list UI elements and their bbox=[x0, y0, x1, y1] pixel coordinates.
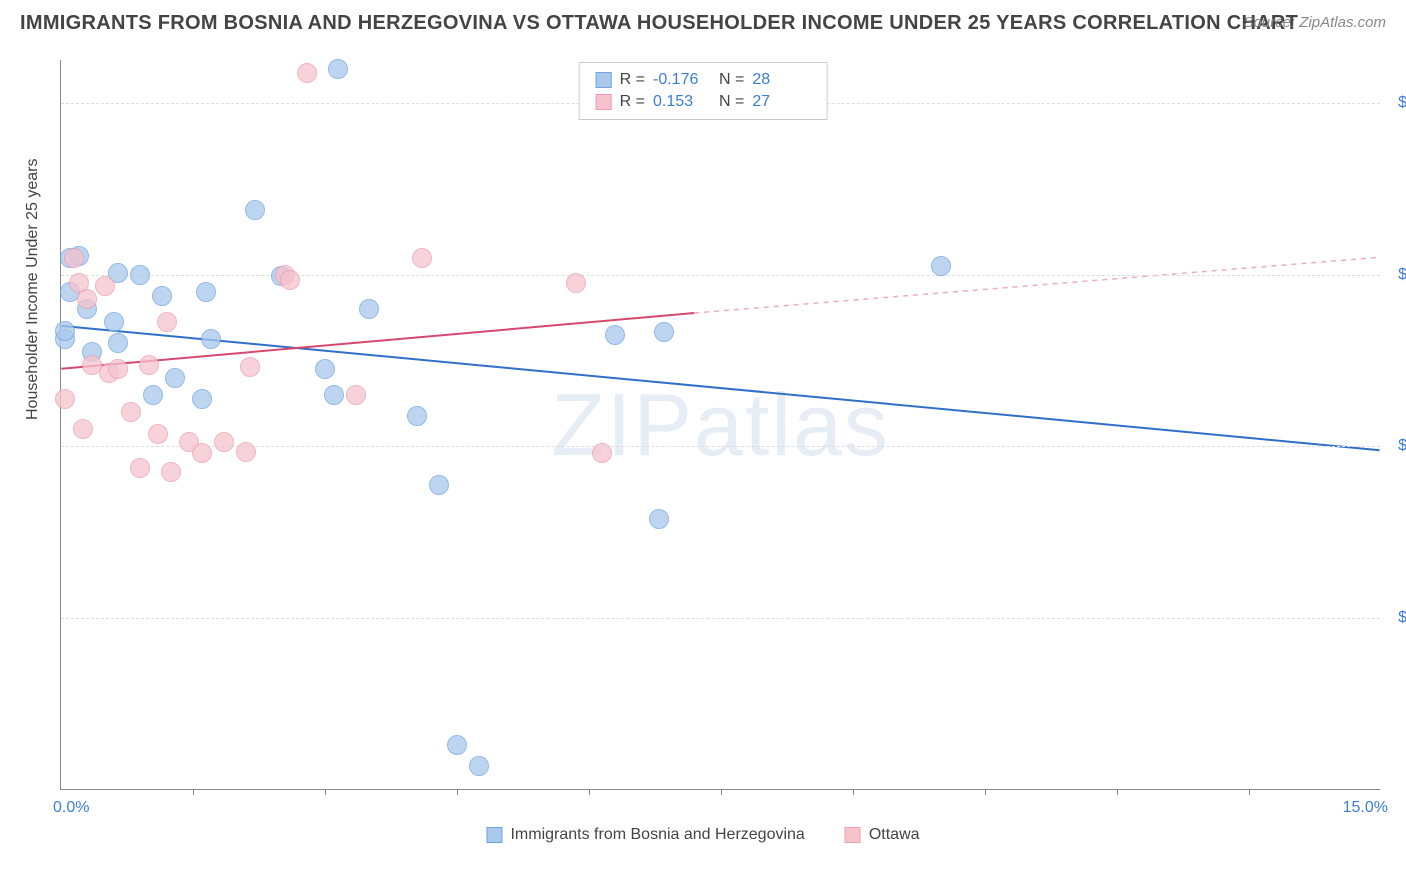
scatter-point bbox=[201, 329, 221, 349]
scatter-point bbox=[280, 270, 300, 290]
scatter-point bbox=[359, 299, 379, 319]
scatter-point bbox=[77, 289, 97, 309]
legend-label: Ottawa bbox=[869, 826, 920, 844]
scatter-point bbox=[55, 389, 75, 409]
r-label: R = bbox=[620, 69, 645, 91]
x-tick bbox=[1249, 789, 1250, 795]
scatter-point bbox=[297, 63, 317, 83]
y-tick-label: $20,000 bbox=[1386, 609, 1406, 627]
legend-swatch bbox=[845, 827, 861, 843]
n-value: 28 bbox=[752, 69, 810, 91]
scatter-point bbox=[654, 322, 674, 342]
scatter-point bbox=[55, 321, 75, 341]
n-value: 27 bbox=[752, 91, 810, 113]
legend-item: Immigrants from Bosnia and Herzegovina bbox=[486, 826, 804, 844]
scatter-point bbox=[192, 389, 212, 409]
legend-item: Ottawa bbox=[845, 826, 920, 844]
stats-legend-box: R = -0.176 N = 28 R = 0.153 N = 27 bbox=[579, 62, 828, 120]
scatter-point bbox=[236, 442, 256, 462]
n-label: N = bbox=[719, 69, 744, 91]
x-tick bbox=[721, 789, 722, 795]
scatter-point bbox=[157, 312, 177, 332]
r-label: R = bbox=[620, 91, 645, 113]
scatter-point bbox=[412, 248, 432, 268]
chart-plot-area: ZIPatlas $20,000$40,000$60,000$80,0000.0… bbox=[60, 60, 1380, 790]
scatter-point bbox=[139, 355, 159, 375]
x-max-label: 15.0% bbox=[1343, 799, 1388, 817]
scatter-point bbox=[214, 432, 234, 452]
scatter-point bbox=[192, 443, 212, 463]
y-axis-label: Householder Income Under 25 years bbox=[24, 159, 42, 420]
gridline bbox=[61, 618, 1380, 619]
scatter-point bbox=[130, 265, 150, 285]
scatter-point bbox=[104, 312, 124, 332]
legend-swatch bbox=[486, 827, 502, 843]
x-tick bbox=[457, 789, 458, 795]
scatter-point bbox=[346, 385, 366, 405]
scatter-point bbox=[196, 282, 216, 302]
scatter-point bbox=[566, 273, 586, 293]
x-tick bbox=[193, 789, 194, 795]
x-tick bbox=[1117, 789, 1118, 795]
y-tick-label: $40,000 bbox=[1386, 437, 1406, 455]
scatter-point bbox=[143, 385, 163, 405]
x-tick bbox=[589, 789, 590, 795]
scatter-point bbox=[73, 419, 93, 439]
x-tick bbox=[325, 789, 326, 795]
scatter-point bbox=[108, 359, 128, 379]
gridline bbox=[61, 446, 1380, 447]
scatter-point bbox=[931, 256, 951, 276]
r-value: -0.176 bbox=[653, 69, 711, 91]
source-label: Source: ZipAtlas.com bbox=[1243, 14, 1386, 31]
stats-row: R = -0.176 N = 28 bbox=[596, 69, 811, 91]
scatter-point bbox=[407, 406, 427, 426]
stats-row: R = 0.153 N = 27 bbox=[596, 91, 811, 113]
scatter-point bbox=[64, 248, 84, 268]
scatter-point bbox=[328, 59, 348, 79]
chart-title: IMMIGRANTS FROM BOSNIA AND HERZEGOVINA V… bbox=[20, 12, 1298, 35]
trend-lines-layer bbox=[61, 60, 1380, 789]
scatter-point bbox=[95, 276, 115, 296]
scatter-point bbox=[469, 756, 489, 776]
x-tick bbox=[853, 789, 854, 795]
scatter-point bbox=[315, 359, 335, 379]
scatter-point bbox=[130, 458, 150, 478]
gridline bbox=[61, 275, 1380, 276]
series-swatch bbox=[596, 94, 612, 110]
r-value: 0.153 bbox=[653, 91, 711, 113]
scatter-point bbox=[121, 402, 141, 422]
scatter-point bbox=[447, 735, 467, 755]
scatter-point bbox=[324, 385, 344, 405]
legend-label: Immigrants from Bosnia and Herzegovina bbox=[510, 826, 804, 844]
series-swatch bbox=[596, 72, 612, 88]
scatter-point bbox=[240, 357, 260, 377]
scatter-point bbox=[245, 200, 265, 220]
y-tick-label: $80,000 bbox=[1386, 94, 1406, 112]
n-label: N = bbox=[719, 91, 744, 113]
scatter-point bbox=[108, 333, 128, 353]
scatter-point bbox=[165, 368, 185, 388]
scatter-point bbox=[429, 475, 449, 495]
scatter-point bbox=[148, 424, 168, 444]
bottom-legend: Immigrants from Bosnia and Herzegovina Ot… bbox=[486, 826, 919, 844]
x-min-label: 0.0% bbox=[53, 799, 89, 817]
scatter-point bbox=[649, 509, 669, 529]
scatter-point bbox=[605, 325, 625, 345]
scatter-point bbox=[161, 462, 181, 482]
scatter-point bbox=[592, 443, 612, 463]
x-tick bbox=[985, 789, 986, 795]
y-tick-label: $60,000 bbox=[1386, 266, 1406, 284]
scatter-point bbox=[152, 286, 172, 306]
